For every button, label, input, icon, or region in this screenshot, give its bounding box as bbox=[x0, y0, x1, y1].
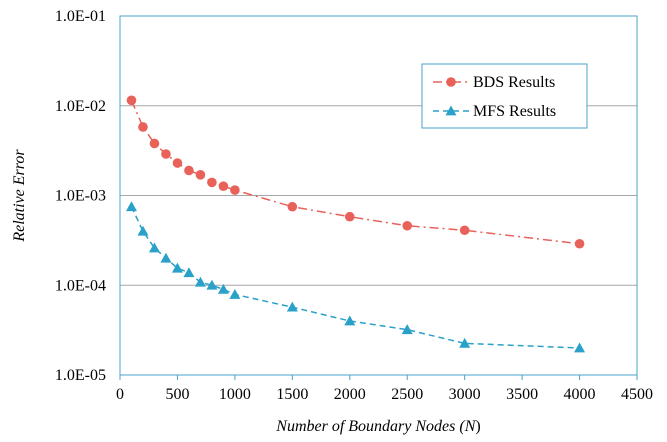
legend-entry: BDS Results bbox=[433, 74, 555, 91]
y-axis-title: Relative Error bbox=[11, 149, 28, 243]
data-point bbox=[574, 238, 585, 249]
data-point bbox=[194, 276, 206, 287]
series-1 bbox=[126, 95, 585, 249]
legend-marker bbox=[445, 105, 457, 116]
series-layer bbox=[125, 95, 586, 353]
data-point bbox=[574, 342, 586, 353]
data-point bbox=[344, 315, 356, 326]
legend-entry: MFS Results bbox=[433, 103, 556, 120]
series-2 bbox=[125, 201, 586, 353]
legend-box bbox=[421, 63, 588, 129]
x-tick-label: 4000 bbox=[564, 386, 596, 403]
x-tick-label: 1500 bbox=[276, 386, 308, 403]
data-point bbox=[161, 149, 171, 159]
y-tick-label: 1.0E-05 bbox=[55, 367, 106, 384]
x-axis-title-part-1: Number of Boundary Nodes ( bbox=[275, 418, 466, 435]
legend-label: MFS Results bbox=[473, 103, 556, 120]
data-point bbox=[206, 279, 218, 290]
data-point bbox=[183, 267, 195, 278]
data-point bbox=[149, 138, 160, 149]
data-point bbox=[207, 177, 217, 188]
data-point bbox=[148, 242, 160, 253]
data-point bbox=[218, 181, 229, 191]
data-point bbox=[402, 220, 413, 231]
data-point bbox=[171, 262, 183, 273]
series-line bbox=[130, 206, 580, 349]
x-tick-label: 2000 bbox=[334, 386, 366, 403]
legend: BDS Results MFS Results bbox=[421, 63, 588, 129]
data-point bbox=[138, 122, 148, 132]
data-point bbox=[172, 158, 183, 168]
data-point bbox=[125, 201, 137, 212]
y-tick-label: 1.0E-01 bbox=[55, 8, 106, 25]
x-axis-title-variable: N bbox=[464, 418, 477, 435]
y-tick-label: 1.0E-03 bbox=[55, 188, 106, 205]
data-point bbox=[287, 201, 298, 212]
x-tick-label: 2500 bbox=[391, 386, 423, 403]
data-point bbox=[459, 337, 471, 348]
x-tick-label: 1000 bbox=[219, 386, 251, 403]
data-point bbox=[344, 211, 355, 222]
grid-lines bbox=[120, 105, 637, 286]
data-point bbox=[195, 170, 206, 180]
plot-area-frame bbox=[119, 15, 638, 376]
y-tick-label: 1.0E-04 bbox=[55, 277, 106, 294]
x-tick-label: 3500 bbox=[506, 386, 538, 403]
legend-entries: BDS Results MFS Results bbox=[433, 74, 556, 120]
x-axis-title-part-2: ) bbox=[475, 418, 480, 435]
data-point bbox=[230, 185, 240, 195]
legend-label: BDS Results bbox=[473, 74, 555, 91]
data-point bbox=[229, 288, 241, 299]
data-point bbox=[184, 165, 194, 176]
data-point bbox=[137, 225, 149, 236]
axis-ticks: 1.0E-05 1.0E-04 1.0E-03 1.0E-02 1.0E-01 0 500 1… bbox=[55, 8, 653, 403]
data-point bbox=[217, 283, 229, 294]
x-tick-label: 4500 bbox=[621, 386, 653, 403]
x-tick-label: 500 bbox=[165, 386, 189, 403]
data-point bbox=[126, 95, 137, 106]
legend-marker bbox=[446, 77, 456, 87]
data-point bbox=[459, 225, 470, 236]
x-tick-label: 0 bbox=[116, 386, 124, 403]
x-axis-title: Number of Boundary Nodes (N) bbox=[275, 418, 480, 435]
data-point bbox=[286, 301, 298, 312]
data-point bbox=[160, 252, 172, 263]
x-tick-label: 3000 bbox=[449, 386, 481, 403]
y-tick-label: 1.0E-02 bbox=[55, 98, 106, 115]
data-point bbox=[401, 324, 413, 335]
